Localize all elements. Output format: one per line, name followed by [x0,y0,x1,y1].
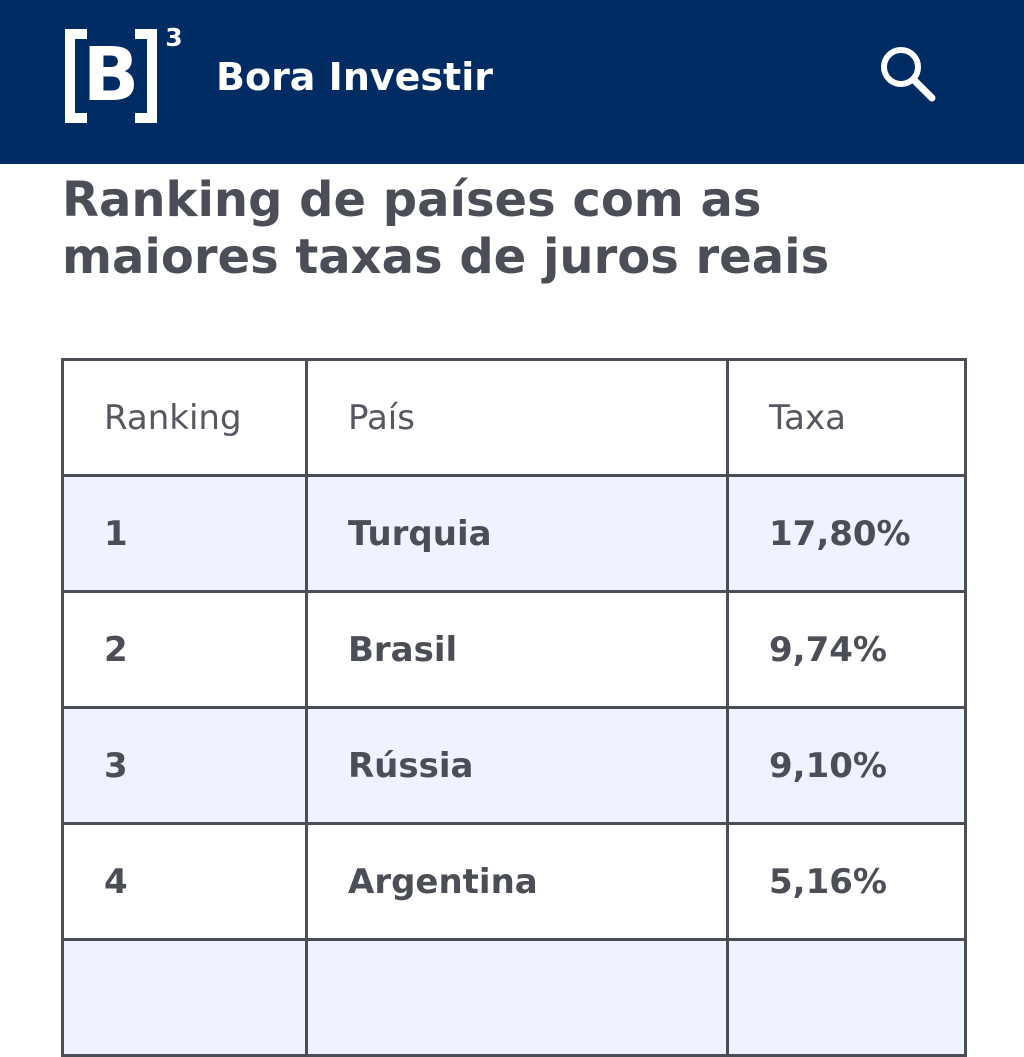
b3-logo[interactable]: B 3 [58,22,188,132]
b3-logo-letter: B [83,32,139,118]
rank-cell: 1 [61,474,308,593]
rate-cell [726,938,967,1057]
rank-cell: 4 [61,822,308,941]
country-cell [305,938,729,1057]
country-header: País [305,358,729,477]
header-row: Ranking País Taxa [61,358,967,477]
country-cell: Turquia [305,474,729,593]
country-cell: Brasil [305,590,729,709]
table-row-partially-visible [61,938,967,1057]
search-button[interactable] [876,42,938,104]
rate-cell: 17,80% [726,474,967,593]
brand-name[interactable]: Bora Investir [216,55,493,99]
interest-rate-ranking-table: Ranking País Taxa 1 Turquia 17,80% 2 Bra… [61,358,967,1057]
rank-cell: 3 [61,706,308,825]
country-cell: Argentina [305,822,729,941]
rate-cell: 5,16% [726,822,967,941]
table-row: 1 Turquia 17,80% [61,474,967,593]
table-row: 2 Brasil 9,74% [61,590,967,709]
ranking-header: Ranking [61,358,308,477]
rank-cell [61,938,308,1057]
search-icon[interactable] [876,42,938,104]
table-row: 4 Argentina 5,16% [61,822,967,941]
top-navigation-bar: B 3 Bora Investir [0,0,1024,164]
rate-cell: 9,74% [726,590,967,709]
table-row: 3 Rússia 9,10% [61,706,967,825]
rate-header: Taxa [726,358,967,477]
rank-cell: 2 [61,590,308,709]
table-header: Ranking País Taxa [61,358,967,477]
rate-cell: 9,10% [726,706,967,825]
b3-logo-superscript: 3 [165,23,182,52]
country-cell: Rússia [305,706,729,825]
page-title: Ranking de países com as maiores taxas d… [62,172,830,285]
table-body: 1 Turquia 17,80% 2 Brasil 9,74% 3 Rússia… [61,474,967,1057]
